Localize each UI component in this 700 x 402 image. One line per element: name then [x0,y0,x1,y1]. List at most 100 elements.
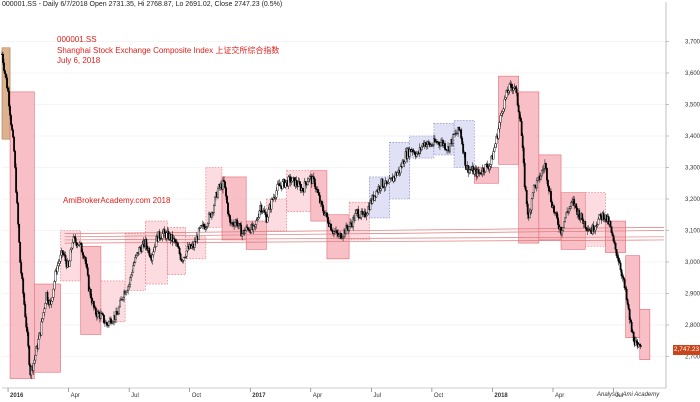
candle-body [51,297,54,302]
candle-body [602,212,605,220]
candle-body [541,169,544,171]
candle-body [2,53,4,64]
candle-body [252,225,255,230]
candle-body [281,181,284,190]
candle-body [5,73,7,79]
candle-body [237,225,240,227]
candle-body [132,265,135,273]
candle-body [103,314,105,323]
candle-body [333,231,335,234]
candle-body [86,267,89,276]
candle-body [9,105,11,116]
candle-body [434,138,436,143]
candle-body [599,214,602,217]
candle-body [565,212,567,219]
candle-body [97,311,100,314]
candle-body [505,90,508,98]
candle-body [569,206,572,209]
candle-body [32,363,35,371]
darvas-box [584,192,606,247]
candle-body [535,180,538,189]
candle-body [75,242,78,247]
candle-body [77,244,80,246]
candle-body [190,245,193,249]
candle-body [61,250,64,254]
index-name-label: Shanghai Stock Exchange Composite Index … [57,45,280,55]
candle-body [540,170,543,177]
candle-body [15,167,18,193]
candle-body [452,133,454,145]
candle-body [375,190,378,198]
candle-body [613,240,616,244]
candle-body [175,242,178,244]
candle-body [634,340,637,346]
x-tick-label: Jul [616,393,624,399]
candle-body [311,176,314,185]
candle-body [53,281,56,290]
candle-body [483,171,486,173]
candle-body [609,221,612,227]
candle-body [330,223,332,231]
candle-body [37,339,40,349]
y-tick-label: 2,800 [685,323,700,329]
candle-body [528,211,531,219]
candle-body [321,204,324,211]
candle-body [213,205,215,213]
candle-body [13,136,16,152]
candle-body [386,183,389,185]
candle-body [392,175,395,182]
y-tick-label: 3,100 [685,229,700,235]
candle-body [546,168,548,181]
candle-body [115,311,117,320]
y-tick-label: 3,300 [685,166,700,172]
candle-body [625,289,628,300]
candle-body [307,178,310,182]
candle-body [312,176,315,180]
candle-body [326,212,328,218]
darvas-box [100,280,126,323]
candle-body [364,211,367,217]
candle-body [515,88,518,94]
candle-body [449,143,451,152]
candle-body [518,111,521,119]
candle-body [247,227,250,231]
candle-body [92,301,95,308]
candle-body [41,318,44,323]
candle-body [520,121,523,136]
candle-body [596,224,599,227]
candle-body [7,87,9,92]
candle-body [80,243,83,253]
candle-body [516,92,519,106]
candle-body [181,260,184,262]
candle-body [359,217,362,219]
candle-body [24,304,27,318]
chart-header-info: 000001.SS - Daily 6/7/2018 Open 2731.35,… [2,1,283,8]
candle-body [547,180,549,187]
candle-body [64,255,67,262]
candle-body [318,195,321,203]
candle-body [35,346,38,356]
candle-body [486,163,489,168]
candle-body [500,112,503,116]
candle-body [341,237,343,239]
candle-body [93,307,96,309]
candle-body [19,241,22,263]
candle-body [498,122,501,130]
candle-body [593,229,596,232]
candle-body [597,218,600,225]
candle-body [70,247,73,250]
x-tick-label: Apr [313,393,322,399]
candle-body [461,137,464,145]
x-tick-label: Jul [373,393,381,399]
candle-body [357,209,360,218]
watermark-text: AmiBrokerAcademy.com 2018 [63,196,171,205]
candle-body [628,309,631,320]
y-tick-label: 3,700 [685,40,700,46]
candle-body [18,224,21,243]
trend-line [64,239,664,244]
candle-body [626,299,629,305]
candle-body [504,97,507,100]
candle-body [418,147,421,154]
candle-body [480,173,483,175]
